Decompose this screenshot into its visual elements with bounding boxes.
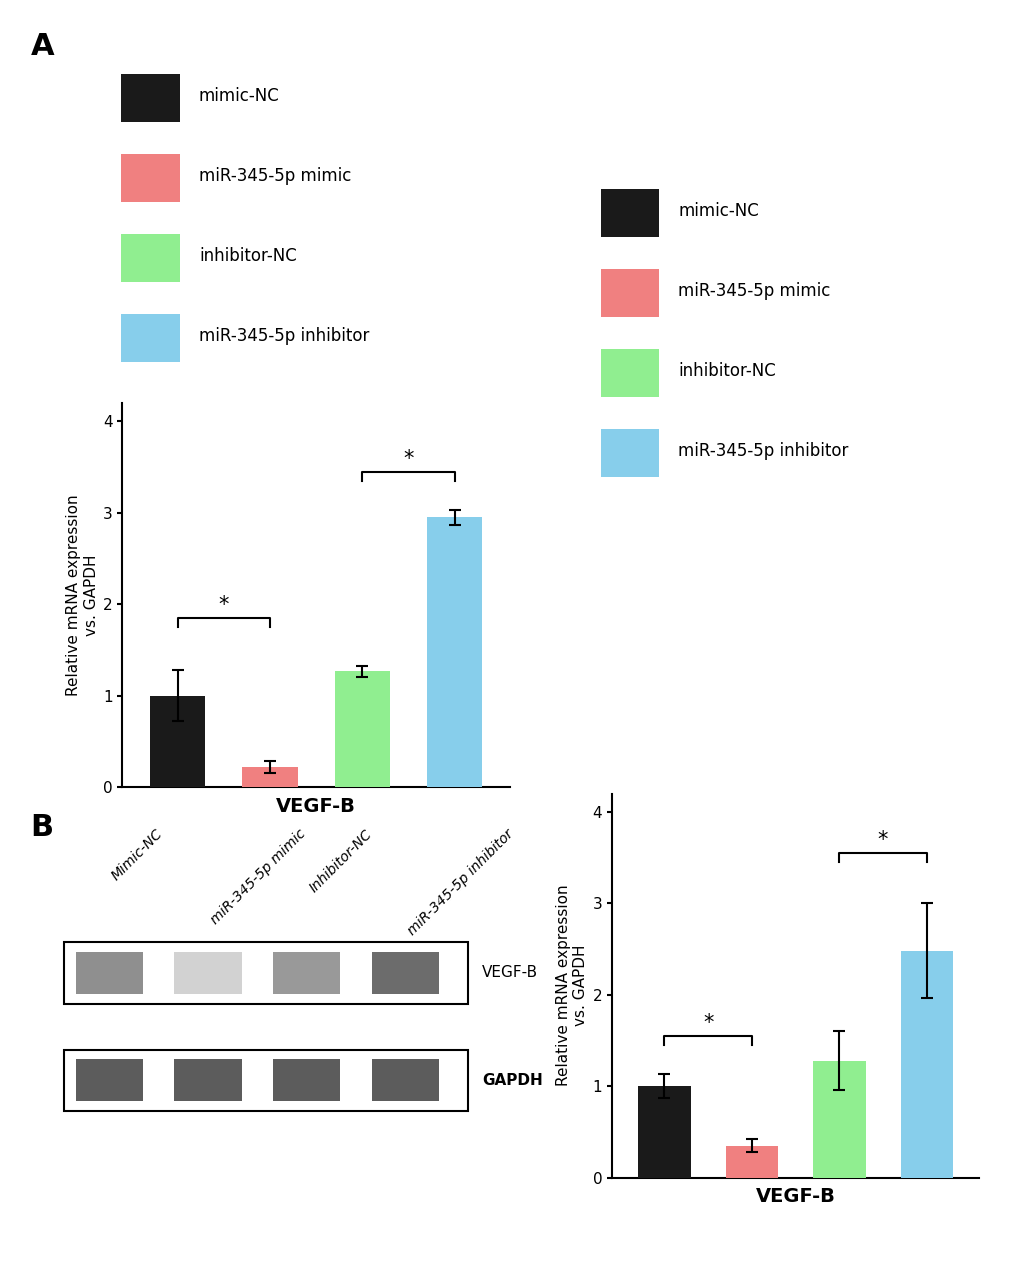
- Text: Inhibitor-NC: Inhibitor-NC: [307, 827, 375, 895]
- Bar: [174, 952, 242, 993]
- Text: inhibitor-NC: inhibitor-NC: [678, 362, 775, 380]
- Bar: [638, 1087, 690, 1178]
- Text: *: *: [218, 595, 229, 616]
- Text: miR-345-5p inhibitor: miR-345-5p inhibitor: [678, 442, 848, 461]
- Bar: [273, 952, 340, 993]
- Bar: [372, 1060, 439, 1101]
- Bar: [64, 942, 468, 1004]
- Text: *: *: [702, 1014, 712, 1033]
- Bar: [121, 234, 179, 282]
- Text: GAPDH: GAPDH: [481, 1073, 542, 1088]
- Text: mimic-NC: mimic-NC: [678, 202, 758, 220]
- Bar: [600, 269, 658, 316]
- Bar: [121, 74, 179, 122]
- Text: Mimic-NC: Mimic-NC: [109, 827, 166, 883]
- Bar: [75, 1060, 143, 1101]
- Text: A: A: [31, 32, 54, 61]
- Text: B: B: [31, 813, 54, 842]
- Bar: [121, 154, 179, 202]
- Y-axis label: Relative mRNA expression
vs. GAPDH: Relative mRNA expression vs. GAPDH: [555, 884, 588, 1087]
- Text: mimic-NC: mimic-NC: [199, 87, 279, 105]
- Bar: [150, 696, 205, 787]
- Bar: [600, 429, 658, 477]
- Bar: [334, 671, 389, 787]
- Bar: [427, 517, 482, 787]
- Text: miR-345-5p mimic: miR-345-5p mimic: [199, 166, 351, 186]
- Bar: [64, 1050, 468, 1111]
- Bar: [121, 314, 179, 362]
- Text: *: *: [403, 449, 414, 468]
- Bar: [273, 1060, 340, 1101]
- Bar: [243, 767, 298, 787]
- Text: miR-345-5p inhibitor: miR-345-5p inhibitor: [199, 326, 369, 346]
- Text: VEGF-B: VEGF-B: [481, 965, 537, 980]
- Bar: [75, 952, 143, 993]
- Bar: [900, 951, 952, 1178]
- Text: miR-345-5p inhibitor: miR-345-5p inhibitor: [406, 827, 517, 938]
- Bar: [725, 1146, 777, 1178]
- Bar: [372, 952, 439, 993]
- Text: miR-345-5p mimic: miR-345-5p mimic: [678, 282, 829, 301]
- Text: inhibitor-NC: inhibitor-NC: [199, 247, 297, 265]
- Bar: [600, 348, 658, 397]
- Bar: [812, 1061, 865, 1178]
- Text: miR-345-5p mimic: miR-345-5p mimic: [208, 827, 308, 927]
- Bar: [174, 1060, 242, 1101]
- Bar: [600, 188, 658, 237]
- Y-axis label: Relative mRNA expression
vs. GAPDH: Relative mRNA expression vs. GAPDH: [66, 494, 99, 696]
- Text: *: *: [877, 831, 888, 850]
